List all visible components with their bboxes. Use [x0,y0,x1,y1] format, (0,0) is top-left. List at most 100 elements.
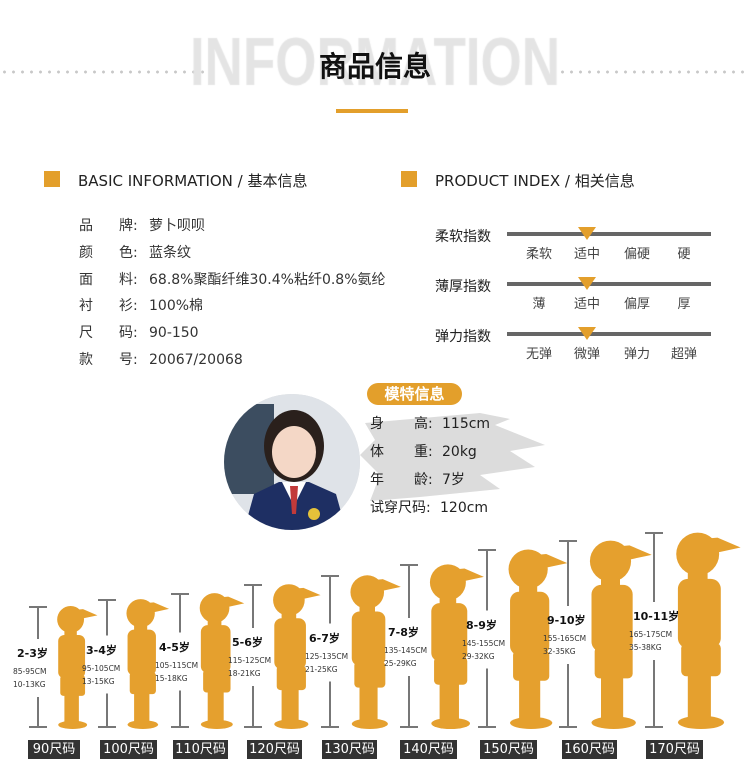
index-option: 弹力 [623,347,650,362]
index-scale-bar [507,232,711,236]
size-weight-range: 21-25KG [305,664,338,674]
index-marker-icon [578,327,596,340]
model-row: 试穿尺码: 120cm [370,498,540,518]
size-label: 110尺码 [173,740,228,759]
child-silhouette-icon [589,540,652,729]
index-scale-bar [507,332,711,336]
child-silhouette-icon [57,606,98,729]
size-age: 4-5岁 [159,640,190,654]
model-row: 身 高: 115cm [370,414,540,434]
index-option: 微弹 [573,347,600,362]
child-silhouette-icon [429,564,484,729]
info-row: 尺 码: 90-150 [79,323,399,343]
size-height-range: 155-165CM [543,634,587,643]
model-value: 7岁 [442,472,465,488]
brush-stroke-background [360,413,545,501]
index-option: 适中 [573,297,600,312]
model-info-badge: 模特信息 [367,383,462,405]
info-label-char: 尺 [79,325,93,341]
model-row: 体 重: 20kg [370,442,540,462]
size-age: 6-7岁 [309,631,340,645]
size-label: 90尺码 [28,740,80,759]
model-label: 试穿尺码: [370,500,431,516]
child-silhouette-icon [508,549,568,729]
size-weight-range: 25-29KG [384,659,417,668]
size-height-range: 145-155CM [462,638,506,648]
index-option: 薄 [532,297,546,312]
size-height-range: 165-175CM [629,630,673,639]
model-value: 20kg [442,444,477,460]
index-option: 柔软 [525,247,552,262]
size-weight-range: 18-21KG [228,669,261,678]
size-height-range: 125-135CM [305,651,349,661]
info-row: 面 料: 68.8%聚酯纤维30.4%粘纤0.8%氨纶 [79,270,399,290]
size-label: 150尺码 [480,740,537,759]
section-marker-icon [401,171,417,187]
info-row: 衬 衫: 100%棉 [79,296,399,316]
size-height-range: 85-95CM [13,667,47,676]
size-label: 140尺码 [400,740,457,759]
page-title: 商品信息 [318,50,431,83]
model-label-char: 重: [414,444,433,460]
info-label-char: 衫: [119,298,138,314]
info-row: 品 牌: 萝卜呗呗 [79,216,399,236]
size-weight-range: 15-18KG [155,673,188,683]
info-label-char: 号: [119,352,138,368]
model-label-char: 高: [414,416,433,432]
info-label-char: 衬 [79,298,93,314]
index-label: 弹力指数 [435,329,491,345]
size-age: 9-10岁 [547,614,586,627]
info-value: 100%棉 [149,298,204,314]
section-marker-icon [44,171,60,187]
size-height-range: 115-125CM [228,656,272,665]
size-height-range: 95-105CM [82,663,121,673]
size-height-range: 105-115CM [155,660,199,670]
model-avatar [224,394,360,530]
info-label-char: 牌: [119,218,138,234]
basic-info-title: BASIC INFORMATION / 基本信息 [78,172,308,190]
info-row: 颜 色: 蓝条纹 [79,243,399,263]
size-weight-range: 13-15KG [82,676,115,686]
model-value: 115cm [442,416,491,432]
index-marker-icon [578,277,596,290]
info-value: 68.8%聚酯纤维30.4%粘纤0.8%氨纶 [149,272,386,288]
size-label: 170尺码 [646,740,703,759]
child-silhouette-icon [126,599,170,729]
index-option: 厚 [677,297,691,312]
info-label-char: 品 [79,218,93,234]
info-label-char: 色: [119,245,138,261]
size-age: 10-11岁 [633,610,680,623]
size-label: 120尺码 [247,740,302,759]
index-option: 偏厚 [623,297,650,312]
size-label: 100尺码 [100,740,157,759]
header-watermark [0,22,750,106]
info-value: 90-150 [149,325,199,341]
child-silhouette-icon [273,584,321,729]
size-chart [29,532,741,729]
info-value: 20067/20068 [149,352,243,368]
index-option: 硬 [677,247,691,262]
info-label-char: 码: [119,325,138,341]
index-option: 适中 [573,247,600,262]
index-scale-bar [507,282,711,286]
child-silhouette-icon [676,532,741,729]
info-value: 蓝条纹 [149,245,191,261]
info-label-char: 款 [79,352,93,368]
model-label-char: 体 [370,444,384,460]
index-option: 超弹 [670,347,697,362]
model-value: 120cm [440,500,489,516]
title-underline [336,109,408,113]
size-weight-range: 29-32KG [462,651,495,661]
child-silhouette-icon [199,593,245,729]
size-height-range: 135-145CM [384,646,428,655]
size-age: 2-3岁 [17,647,48,660]
info-label-char: 颜 [79,245,93,261]
info-value: 萝卜呗呗 [149,218,205,234]
size-weight-range: 35-38KG [629,643,662,652]
model-row: 年 龄: 7岁 [370,470,540,490]
index-label: 薄厚指数 [435,279,491,295]
product-index-title: PRODUCT INDEX / 相关信息 [435,172,635,190]
size-age: 8-9岁 [466,618,497,632]
size-label: 130尺码 [322,740,377,759]
info-row: 款 号: 20067/20068 [79,350,399,370]
